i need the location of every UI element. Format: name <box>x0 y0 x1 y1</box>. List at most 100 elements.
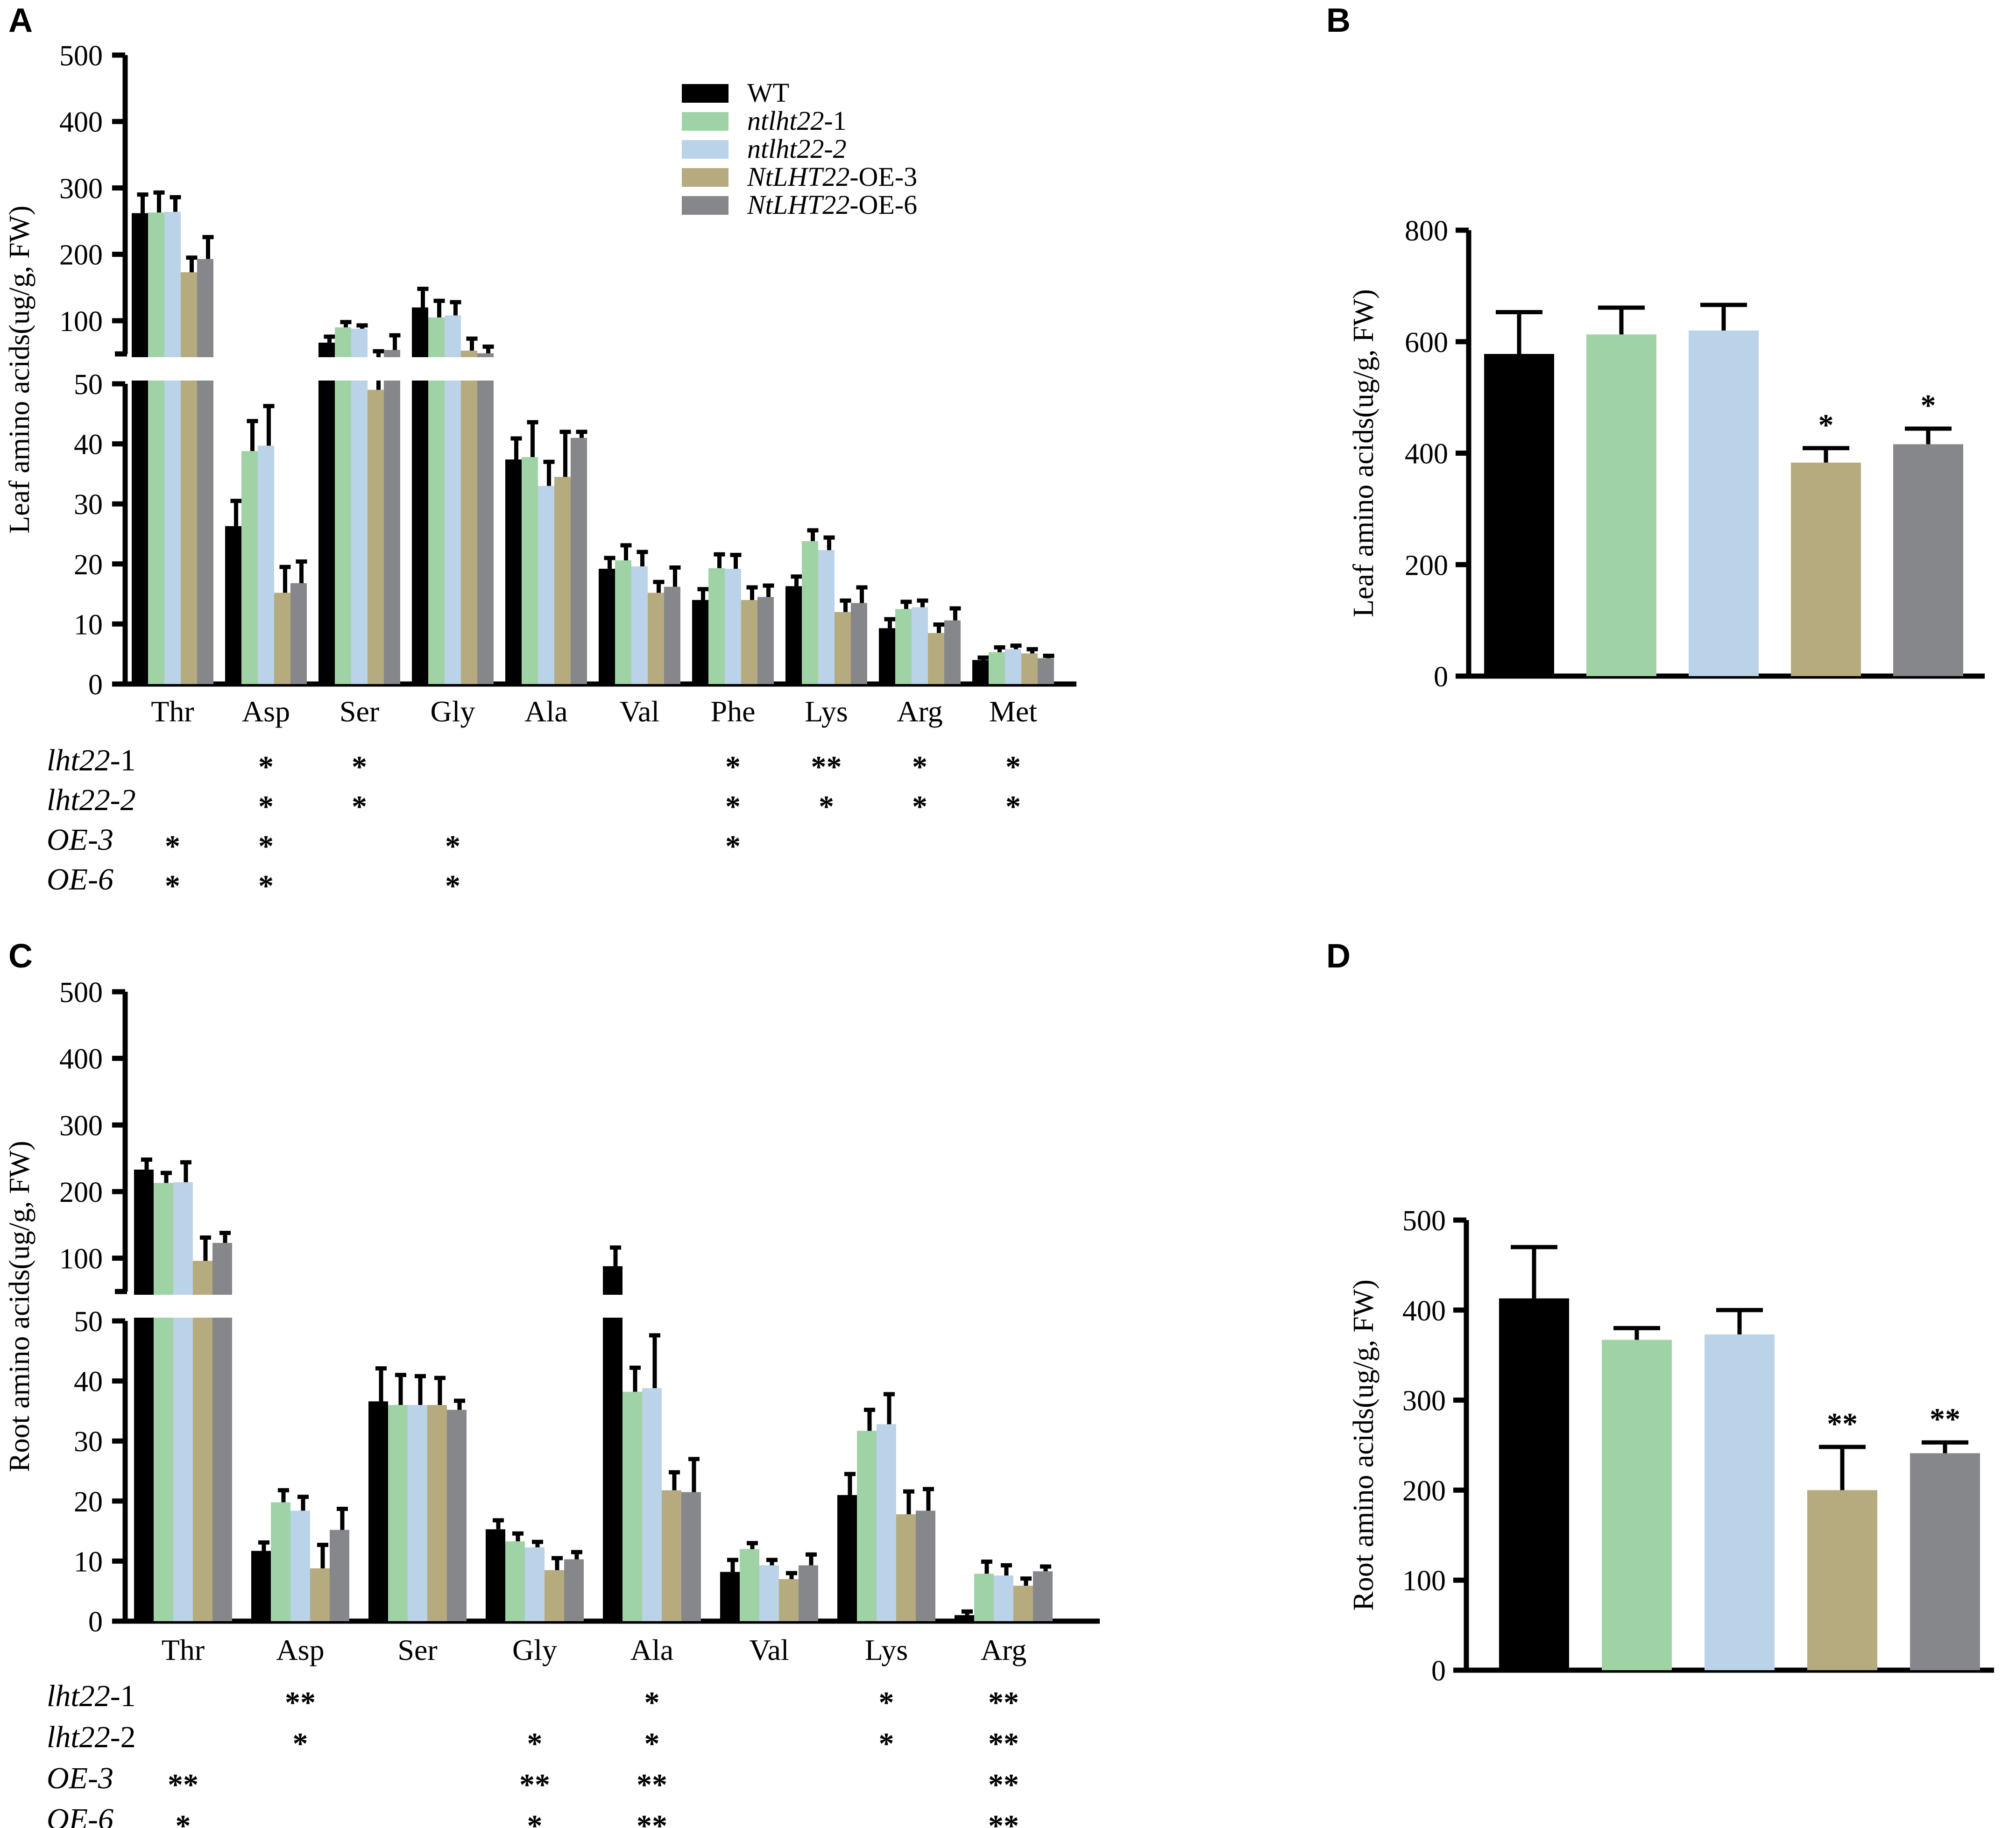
y-tick-label: 100 <box>59 1243 103 1275</box>
bar-ser-wt <box>368 1401 388 1621</box>
legend-swatch-ntlht22-oe-6 <box>682 196 729 215</box>
bar-val-ntlht22-oe-6 <box>664 586 680 684</box>
significance-mark: * <box>1005 750 1021 784</box>
row-label-italic: lht22 <box>47 1679 110 1713</box>
significance-mark: * <box>352 790 367 824</box>
bar-arg-wt <box>955 1615 974 1621</box>
y-tick-label: 30 <box>74 1426 103 1458</box>
bar-thr-ntlht22-2 <box>173 1182 193 1621</box>
significance-mark: ** <box>811 750 842 784</box>
y-tick-label: 40 <box>74 1366 103 1398</box>
bar-ala-ntlht22-1 <box>622 1391 642 1621</box>
bar-met-ntlht22-1 <box>989 652 1005 684</box>
bar-ntlht22-oe-6 <box>1910 1453 1980 1670</box>
row-label-italic: OE-6 <box>47 862 113 896</box>
legend-label-ntlht22-1: ntlht22-1 <box>747 106 847 136</box>
legend-suffix: -1 <box>824 106 846 136</box>
significance-mark: * <box>912 790 927 824</box>
x-tick-label-ala: Ala <box>630 1633 673 1666</box>
bar-arg-wt <box>879 628 895 684</box>
legend-label-ntlht22-oe-6: NtLHT22-OE-6 <box>747 190 917 220</box>
bar-val-ntlht22-2 <box>759 1565 779 1621</box>
bar-ala-ntlht22-oe-6 <box>681 1492 701 1621</box>
significance-mark: * <box>1921 388 1936 423</box>
legend-swatch-wt <box>682 84 729 103</box>
significance-row-label: lht22-2 <box>47 1720 136 1754</box>
x-tick-label-ala: Ala <box>524 695 567 728</box>
row-label-italic: lht22 <box>47 743 110 777</box>
significance-mark: ** <box>1827 1407 1858 1441</box>
panel-c-root-amino-acids: C 0 10 20 30 40 50 100 200 300 400 500 Root amino ac… <box>4 938 1100 1828</box>
axis-break-gap <box>121 1295 1100 1318</box>
bar-met-ntlht22-oe-3 <box>1021 653 1038 684</box>
bar-asp-ntlht22-oe-6 <box>330 1530 349 1621</box>
panel-d-total-root-amino-acids: D 0 100 200 300 400 500 Root amino acids(ug/g, … <box>1326 938 1994 1687</box>
y-axis-label: Leaf amino acids(ug/g, FW) <box>1348 289 1379 617</box>
significance-mark: * <box>527 1727 543 1761</box>
bar-lys-wt <box>785 586 802 684</box>
x-tick-label-phe: Phe <box>711 695 756 728</box>
bar-ala-ntlht22-2 <box>642 1388 662 1621</box>
bar-ntlht22-1 <box>1586 334 1656 676</box>
significance-mark: * <box>644 1686 660 1720</box>
bar-arg-ntlht22-2 <box>994 1575 1013 1621</box>
significance-row-label: OE-3 <box>47 823 113 857</box>
legend-label-ntlht22-oe-3: NtLHT22-OE-3 <box>747 162 917 192</box>
significance-mark: * <box>165 829 180 863</box>
legend-italic: ntlht22 <box>747 106 824 136</box>
significance-mark: ** <box>988 1686 1019 1720</box>
y-tick-label: 600 <box>1405 327 1448 359</box>
significance-row-label: OE-6 <box>47 862 113 896</box>
y-tick-label: 20 <box>74 1486 103 1518</box>
y-tick-label: 300 <box>1402 1385 1446 1417</box>
significance-mark: * <box>258 869 274 903</box>
bar-lys-ntlht22-2 <box>818 550 835 684</box>
y-tick-label: 300 <box>59 173 103 205</box>
bar-asp-wt <box>251 1551 271 1621</box>
bar-lys-ntlht22-oe-3 <box>835 612 851 684</box>
bar-ala-ntlht22-oe-3 <box>662 1490 681 1621</box>
x-tick-label-arg: Arg <box>897 695 942 728</box>
panel-letter: B <box>1326 2 1351 39</box>
bar-ser-ntlht22-2 <box>351 328 368 684</box>
x-tick-label-ser: Ser <box>397 1633 437 1666</box>
bar-phe-ntlht22-oe-6 <box>757 597 774 684</box>
x-tick-label-thr: Thr <box>151 695 194 728</box>
bar-asp-ntlht22-1 <box>241 451 258 684</box>
bar-lys-wt <box>837 1495 857 1621</box>
legend-swatch-ntlht22-oe-3 <box>682 168 729 187</box>
significance-mark: * <box>1818 408 1834 442</box>
x-tick-label-thr: Thr <box>162 1633 205 1666</box>
y-tick-label: 10 <box>74 1546 103 1578</box>
row-label-italic: OE-3 <box>47 1761 113 1795</box>
significance-mark: * <box>879 1727 894 1761</box>
bar-thr-ntlht22-oe-6 <box>197 259 213 684</box>
bar-val-ntlht22-1 <box>615 560 631 684</box>
y-tick-label: 50 <box>74 369 103 401</box>
x-tick-label-gly: Gly <box>512 1633 557 1666</box>
legend-swatch-ntlht22-2 <box>682 140 729 159</box>
significance-row-label: lht22-1 <box>47 743 136 777</box>
y-tick-label: 400 <box>1402 1295 1446 1327</box>
bar-asp-ntlht22-2 <box>290 1510 310 1621</box>
y-tick-label: 200 <box>59 240 103 271</box>
significance-mark: * <box>912 750 927 784</box>
bar-met-ntlht22-2 <box>1005 649 1021 684</box>
bar-arg-ntlht22-oe-6 <box>944 620 961 684</box>
y-tick-label: 20 <box>74 549 103 581</box>
significance-mark: * <box>644 1727 660 1761</box>
significance-mark: * <box>445 829 460 863</box>
bar-gly-ntlht22-oe-3 <box>545 1570 564 1621</box>
bar-phe-ntlht22-2 <box>725 569 741 684</box>
significance-mark: * <box>1005 790 1021 824</box>
significance-mark: * <box>293 1727 308 1761</box>
bar-ntlht22-oe-3 <box>1791 462 1861 676</box>
significance-mark: ** <box>637 1809 667 1828</box>
bar-val-wt <box>720 1572 740 1621</box>
significance-mark: * <box>879 1686 894 1720</box>
y-tick-label: 100 <box>59 306 103 338</box>
bar-arg-ntlht22-2 <box>912 607 928 684</box>
y-tick-label: 0 <box>88 1606 103 1638</box>
bar-ala-wt <box>505 459 522 684</box>
significance-mark: * <box>445 869 460 903</box>
